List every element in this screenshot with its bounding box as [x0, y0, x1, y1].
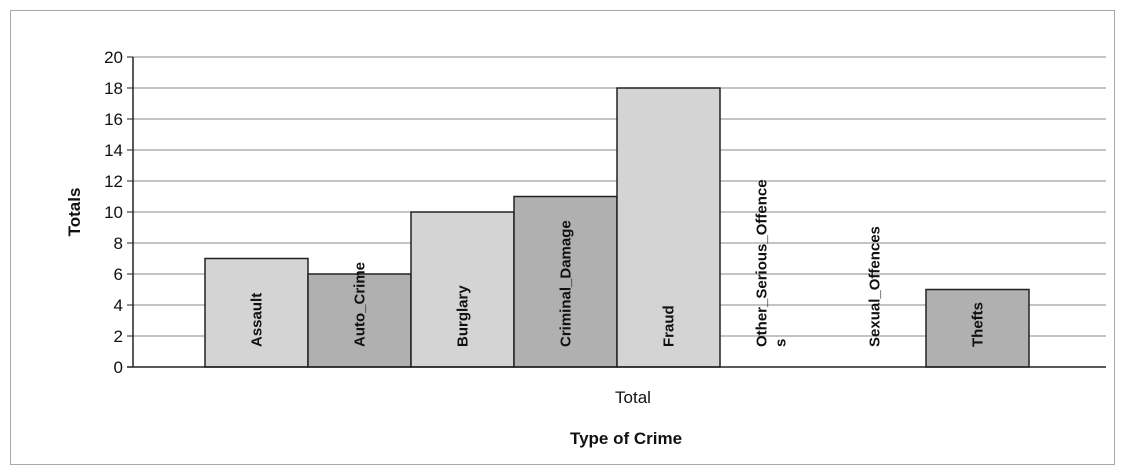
x-axis-title: Type of Crime [570, 429, 682, 448]
y-tick-label: 0 [114, 358, 123, 377]
bar-label: Burglary [455, 285, 472, 347]
y-axis-ticks: 0 2 4 6 8 10 12 14 16 18 20 [104, 48, 133, 377]
bar-criminal-damage [513, 195, 618, 368]
bar-label: Assault [249, 293, 266, 347]
bar-chart: 0 2 4 6 8 10 12 14 16 18 20 Assault Auto_Crime Burgl… [65, 48, 1106, 448]
bar-label: Criminal_Damage [558, 220, 575, 347]
bar-label: Sexual_Offences [867, 226, 884, 347]
y-axis-title: Totals [65, 188, 84, 237]
y-tick-label: 20 [104, 48, 123, 67]
y-tick-label: 16 [104, 110, 123, 129]
x-category-label: Total [615, 388, 651, 407]
y-tick-label: 10 [104, 203, 123, 222]
bar-label: Fraud [661, 305, 678, 347]
bar-fraud [616, 87, 721, 368]
y-tick-label: 14 [104, 141, 123, 160]
y-tick-label: 4 [114, 296, 123, 315]
y-tick-label: 12 [104, 172, 123, 191]
y-tick-label: 6 [114, 265, 123, 284]
chart-frame: 0 2 4 6 8 10 12 14 16 18 20 Assault Auto_Crime Burgl… [10, 10, 1115, 465]
bar-label: Thefts [970, 302, 987, 347]
y-tick-label: 18 [104, 79, 123, 98]
bar-label: Other_Serious_Offence s [754, 179, 790, 347]
bar-label: Auto_Crime [352, 262, 369, 347]
y-tick-label: 8 [114, 234, 123, 253]
bar-burglary [410, 211, 515, 368]
y-tick-label: 2 [114, 327, 123, 346]
bars: Assault Auto_Crime Burglary Criminal_Damage… [204, 87, 1030, 368]
